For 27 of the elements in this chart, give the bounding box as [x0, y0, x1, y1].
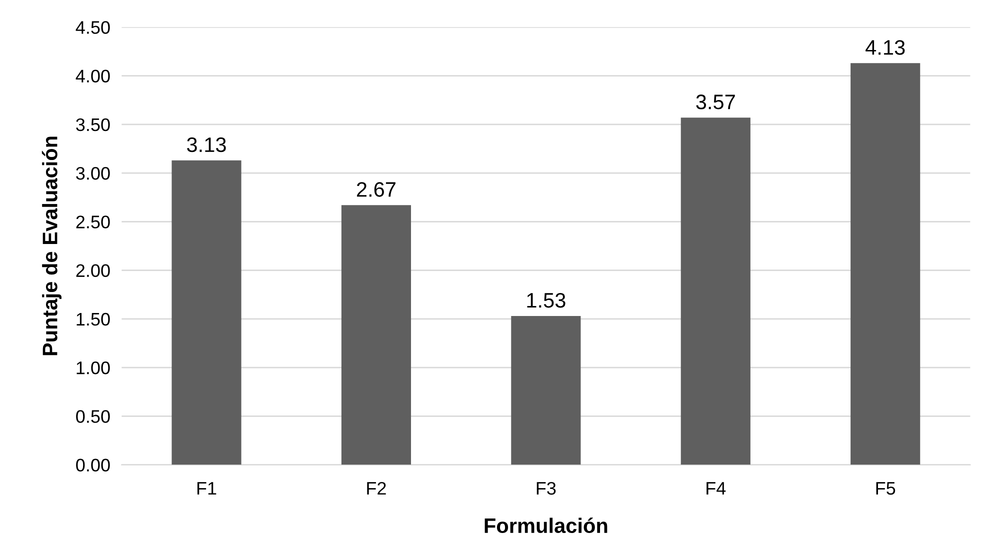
x-axis-title: Formulación — [484, 518, 608, 534]
data-label: 3.13 — [187, 137, 226, 152]
x-tick-label: F1 — [197, 482, 216, 495]
y-tick-label: 4.50 — [76, 21, 110, 34]
y-tick-label: 2.50 — [76, 216, 110, 228]
data-label: 2.67 — [356, 182, 396, 197]
y-tick-label: 0.50 — [76, 410, 110, 423]
bar — [680, 118, 750, 465]
y-tick-label: 3.50 — [76, 118, 110, 132]
y-tick-label: 2.00 — [76, 264, 110, 278]
y-tick-label: 1.50 — [76, 312, 110, 326]
x-tick-label: F2 — [367, 482, 386, 495]
y-tick-label: 4.00 — [76, 70, 110, 82]
y-tick-label: 0.00 — [76, 458, 110, 472]
bar — [341, 205, 412, 465]
data-label: 3.57 — [696, 94, 735, 110]
y-axis-title: Puntaje de Evaluación — [42, 136, 62, 356]
bar — [511, 316, 581, 465]
data-label: 1.53 — [527, 292, 566, 308]
x-tick-label: F4 — [706, 482, 726, 495]
bar — [850, 63, 920, 465]
bar — [172, 160, 242, 465]
x-tick-label: F3 — [536, 482, 556, 495]
y-tick-label: 1.00 — [76, 361, 110, 374]
y-tick-label: 3.00 — [76, 166, 110, 180]
data-label: 4.13 — [866, 40, 905, 55]
x-tick-label: F5 — [876, 482, 896, 495]
